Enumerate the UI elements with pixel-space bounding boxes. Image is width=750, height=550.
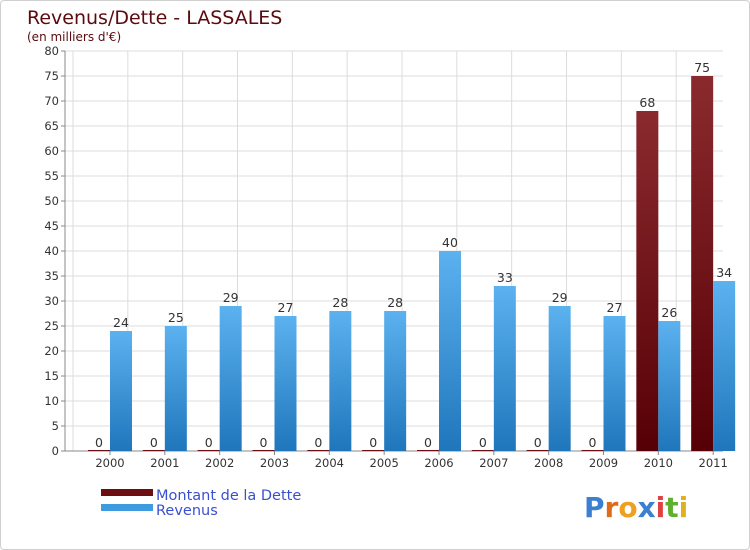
legend: Montant de la Dette Revenus: [101, 488, 301, 519]
y-tick-label: 25: [44, 319, 59, 333]
data-label: 0: [205, 435, 213, 450]
bars: [88, 76, 736, 451]
data-label: 0: [589, 435, 597, 450]
data-label: 26: [661, 305, 677, 320]
bar-debt: [636, 111, 659, 451]
bar-debt: [252, 450, 275, 451]
data-label: 25: [168, 310, 184, 325]
x-tick-label: 2008: [534, 456, 563, 470]
bar-revenus: [384, 311, 407, 451]
legend-label-revenus: Revenus: [156, 503, 218, 519]
y-tick-label: 10: [44, 394, 59, 408]
x-tick-label: 2002: [205, 456, 234, 470]
value-labels: 0 24 0 25 0 29 0 27 0 28 0 28 0 40 0 33 0 29 0 27 68 26 75 34: [95, 60, 732, 450]
chart-title: Revenus/Dette - LASSALES: [27, 7, 282, 29]
bar-debt: [362, 450, 385, 451]
data-label: 0: [479, 435, 487, 450]
data-label: 0: [534, 435, 542, 450]
bar-revenus: [219, 306, 242, 451]
y-tick-label: 40: [44, 244, 59, 258]
data-label: 0: [95, 435, 103, 450]
data-label: 28: [332, 295, 348, 310]
logo-letter: o: [618, 491, 637, 524]
data-label: 0: [314, 435, 322, 450]
y-tick-label: 35: [44, 269, 59, 283]
data-label: 0: [369, 435, 377, 450]
y-tick-label: 5: [52, 419, 59, 433]
data-label: 29: [223, 290, 239, 305]
logo-letter: t: [665, 491, 678, 524]
data-label: 0: [424, 435, 432, 450]
logo-letter: P: [584, 491, 605, 524]
x-tick-label: 2001: [150, 456, 179, 470]
bar-debt: [197, 450, 220, 451]
y-tick-label: 80: [44, 44, 59, 58]
bar-debt: [307, 450, 330, 451]
y-tick-label: 50: [44, 194, 59, 208]
bar-revenus: [164, 326, 187, 451]
data-label: 28: [387, 295, 403, 310]
y-tick-label: 55: [44, 169, 59, 183]
proxiti-logo: Proxiti: [584, 491, 688, 524]
data-label: 24: [113, 315, 129, 330]
bar-debt: [142, 450, 165, 451]
x-tick-label: 2010: [644, 456, 673, 470]
y-tick-label: 45: [44, 219, 59, 233]
x-tick-label: 2009: [589, 456, 618, 470]
y-tick-label: 0: [52, 444, 59, 458]
x-tick-label: 2005: [370, 456, 399, 470]
x-tick-label: 2007: [479, 456, 508, 470]
bar-debt: [417, 450, 439, 451]
bar-debt: [526, 450, 549, 451]
bar-revenus: [439, 251, 461, 451]
data-label: 0: [260, 435, 268, 450]
legend-label-debt: Montant de la Dette: [156, 488, 301, 504]
data-label: 40: [442, 235, 458, 250]
bar-debt: [88, 450, 110, 451]
data-label: 0: [150, 435, 158, 450]
axes: 0 5 10 15 20 25 30 35 40 45 50 55 60 65 70 75 80 2000 2001…: [44, 44, 727, 470]
x-tick-label: 2000: [95, 456, 124, 470]
logo-letter: r: [605, 491, 619, 524]
data-label: 34: [716, 265, 732, 280]
bar-debt: [691, 76, 714, 451]
y-tick-label: 30: [44, 294, 59, 308]
bar-revenus: [658, 321, 681, 451]
legend-swatch-revenus: [101, 504, 153, 511]
x-tick-label: 2011: [699, 456, 728, 470]
y-tick-label: 15: [44, 369, 59, 383]
bar-revenus: [493, 286, 516, 451]
legend-swatch-debt: [101, 489, 153, 496]
bar-revenus: [548, 306, 571, 451]
bar-revenus: [603, 316, 626, 451]
x-tick-label: 2006: [424, 456, 453, 470]
data-label: 33: [497, 270, 513, 285]
bar-revenus: [329, 311, 352, 451]
data-label: 27: [278, 300, 294, 315]
logo-letter: i: [679, 491, 689, 524]
bar-debt: [581, 450, 604, 451]
bar-revenus: [110, 331, 132, 451]
bar-revenus: [713, 281, 736, 451]
y-tick-label: 75: [44, 69, 59, 83]
chart-subtitle: (en milliers d'€): [27, 30, 121, 44]
bar-debt: [471, 450, 494, 451]
data-label: 68: [639, 95, 655, 110]
data-label: 27: [607, 300, 623, 315]
data-label: 29: [552, 290, 568, 305]
data-label: 75: [694, 60, 710, 75]
x-tick-label: 2003: [260, 456, 289, 470]
logo-letter: x: [638, 491, 656, 524]
bar-revenus: [274, 316, 297, 451]
logo-letter: i: [656, 491, 666, 524]
y-tick-label: 60: [44, 144, 59, 158]
y-tick-label: 70: [44, 94, 59, 108]
x-tick-label: 2004: [315, 456, 344, 470]
y-tick-label: 20: [44, 344, 59, 358]
y-tick-label: 65: [44, 119, 59, 133]
